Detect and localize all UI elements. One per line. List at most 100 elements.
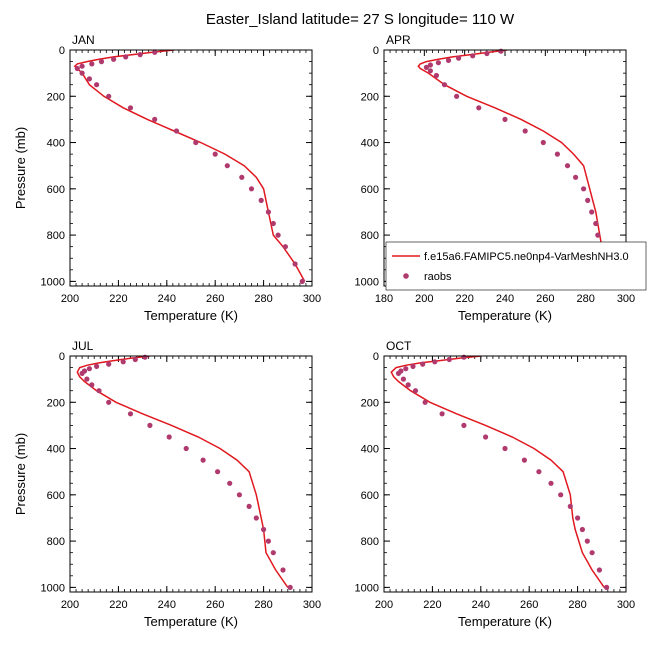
raob-point <box>270 550 276 556</box>
x-tick-label: 240 <box>158 293 176 305</box>
figure-title: Easter_Island latitude= 27 S longitude= … <box>206 11 515 28</box>
raob-point <box>433 72 439 79</box>
x-tick-label: 260 <box>206 599 224 611</box>
y-tick-label: 0 <box>59 351 65 363</box>
plot-frame <box>69 355 313 593</box>
y-tick-label: 600 <box>361 490 379 502</box>
raob-point <box>441 82 448 88</box>
raob-point <box>127 105 134 111</box>
panel-apr: 180 200 220 240 260 280 300 0 200 400 600 800 1000 AP… <box>355 33 647 323</box>
raob-point <box>239 174 245 180</box>
y-tick-label: 200 <box>361 91 379 103</box>
panel-jul: 200 220 240 260 280 300 0 200 400 600 800 1000 JUL Te… <box>13 339 321 629</box>
x-tick-label: 200 <box>61 293 79 305</box>
raob-point <box>405 382 411 388</box>
raob-point <box>265 538 271 544</box>
x-tick-label: 260 <box>206 293 224 305</box>
raob-point <box>200 457 206 463</box>
y-tick-label: 600 <box>47 184 65 196</box>
raob-point <box>79 70 85 76</box>
y-axis-label: Pressure (mb) <box>13 433 28 515</box>
raob-point <box>461 354 467 360</box>
raob-point <box>215 469 221 475</box>
raob-point <box>236 492 242 498</box>
raob-point <box>253 515 259 521</box>
raob-point <box>498 48 504 54</box>
y-tick-label: 200 <box>47 91 65 103</box>
raob-point <box>435 60 441 66</box>
raob-point <box>584 538 590 544</box>
x-tick-label: 280 <box>576 293 594 305</box>
raob-point <box>395 370 402 376</box>
raob-point <box>106 361 112 367</box>
raob-point <box>79 63 85 69</box>
x-tick-label: 220 <box>109 599 127 611</box>
raob-point <box>604 584 610 591</box>
x-axis-label: Temperature (K) <box>458 308 552 323</box>
raob-point <box>483 434 489 440</box>
raob-point <box>106 399 112 405</box>
raob-point <box>445 57 452 64</box>
raob-point <box>94 82 100 88</box>
plot-frame <box>69 49 313 287</box>
x-tick-label: 300 <box>303 293 321 305</box>
raob-point <box>558 492 564 498</box>
raob-point <box>183 445 189 452</box>
raob-point <box>96 388 102 394</box>
raob-point <box>127 411 134 417</box>
raob-point <box>166 434 172 440</box>
raob-point <box>548 480 554 486</box>
x-tick-label: 300 <box>303 599 321 611</box>
raob-point <box>439 411 445 417</box>
raob-point <box>522 128 528 134</box>
panel-label: OCT <box>386 339 412 353</box>
x-tick-label: 220 <box>423 599 441 611</box>
model-profile-line <box>390 356 605 588</box>
x-axis-label: Temperature (K) <box>144 614 238 629</box>
raob-point <box>280 567 286 573</box>
raob-point <box>224 163 230 169</box>
raob-point <box>422 399 428 405</box>
raob-point <box>89 382 95 388</box>
raob-point <box>246 503 252 509</box>
y-tick-label: 800 <box>47 230 65 242</box>
raob-point <box>120 359 126 365</box>
raob-point <box>84 376 90 382</box>
x-tick-label: 220 <box>455 293 473 305</box>
panel-label: JAN <box>72 33 95 47</box>
raob-point <box>299 278 305 284</box>
x-tick-label: 200 <box>375 599 393 611</box>
raob-point <box>454 93 460 99</box>
raob-point <box>152 116 158 122</box>
raob-point <box>423 64 429 70</box>
raob-point <box>502 116 508 122</box>
y-tick-label: 800 <box>361 536 379 548</box>
y-tick-label: 1000 <box>41 276 65 288</box>
raob-point <box>86 76 92 82</box>
raob-point <box>554 151 561 157</box>
raob-point <box>589 550 595 556</box>
panels: 200 220 240 260 280 300 0 200 400 600 800 1000 JAN Te… <box>13 33 647 629</box>
y-tick-label: 1000 <box>355 276 379 288</box>
raob-point <box>292 261 298 267</box>
raob-point <box>432 359 438 365</box>
raob-point <box>74 65 80 72</box>
raob-point <box>173 128 180 134</box>
raob-point <box>412 388 419 394</box>
x-tick-label: 180 <box>375 293 393 305</box>
raob-point <box>94 363 100 369</box>
raob-point <box>275 232 281 238</box>
raob-point <box>461 422 467 428</box>
raob-point <box>476 105 482 111</box>
y-tick-label: 600 <box>361 184 379 196</box>
raob-point <box>258 197 264 203</box>
legend-box <box>385 241 647 291</box>
y-tick-label: 600 <box>47 490 65 502</box>
model-profile-line <box>417 50 617 282</box>
raob-point <box>484 50 490 57</box>
y-tick-label: 0 <box>373 45 379 57</box>
y-tick-label: 800 <box>47 536 65 548</box>
raob-point <box>142 354 148 360</box>
y-tick-label: 1000 <box>41 582 65 594</box>
y-tick-label: 0 <box>59 45 65 57</box>
